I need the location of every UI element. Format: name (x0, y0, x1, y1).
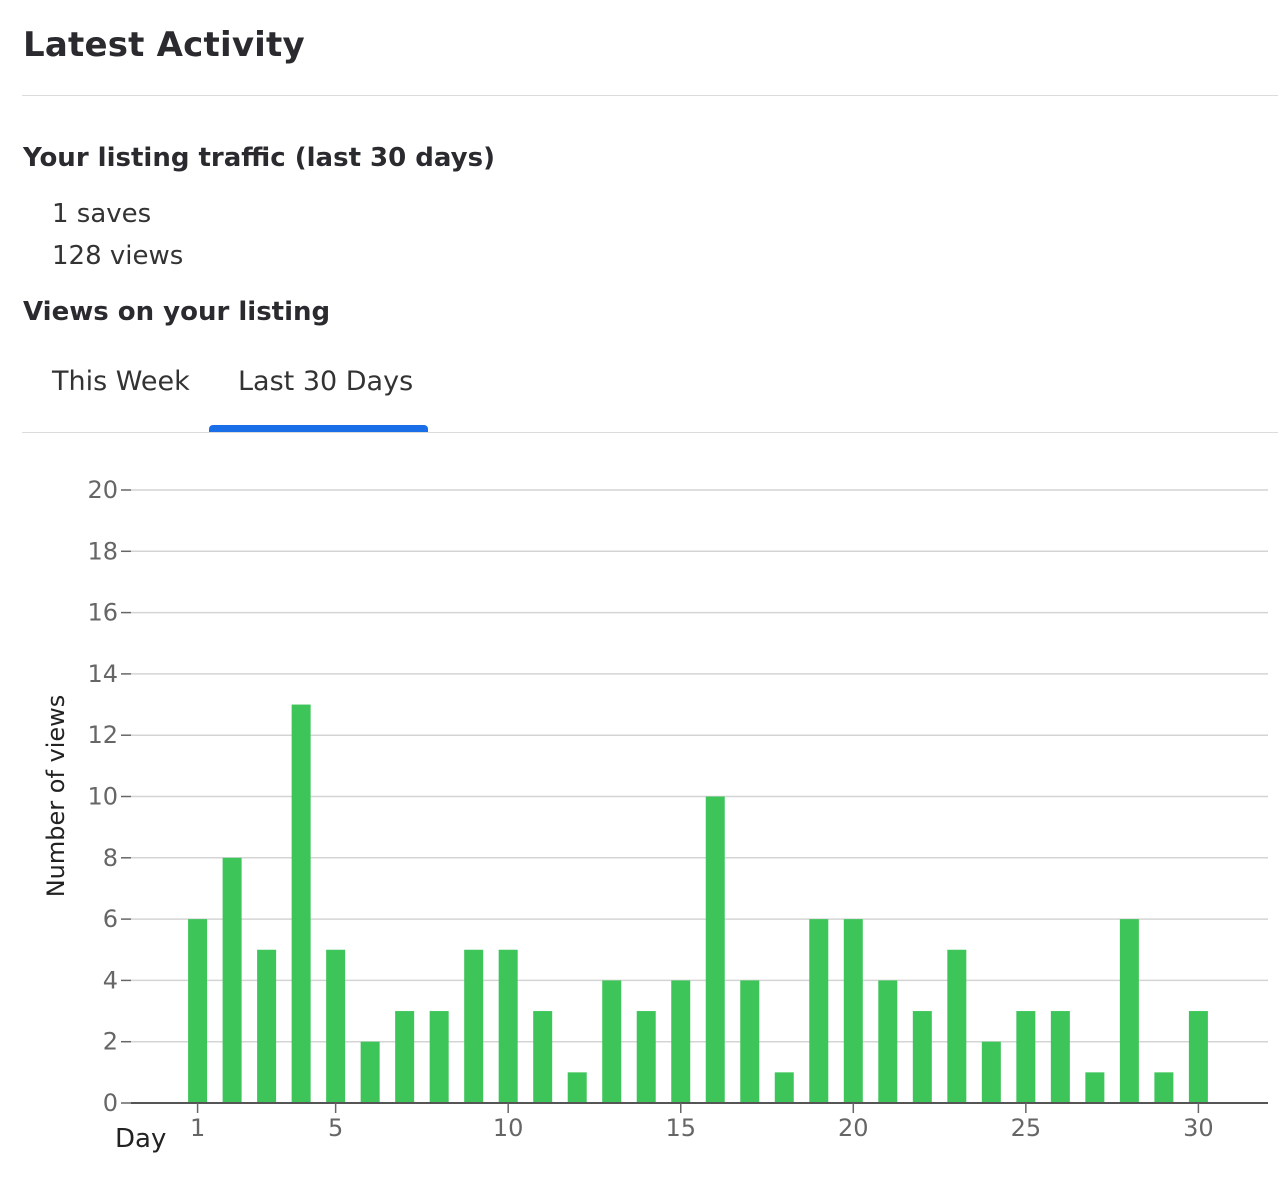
y-tick-label: 4 (103, 966, 118, 994)
tab-this-week[interactable]: This Week (52, 366, 190, 397)
page-title: Latest Activity (23, 25, 305, 65)
bar-day-6 (360, 1041, 380, 1103)
bar-day-9 (464, 949, 484, 1103)
x-tick-label: 1 (190, 1114, 205, 1142)
x-tick-label: 15 (665, 1114, 696, 1142)
bar-day-20 (843, 919, 863, 1103)
bar-day-4 (291, 704, 311, 1103)
views-heading: Views on your listing (23, 297, 331, 327)
y-tick-label: 8 (103, 844, 118, 872)
bar-day-19 (809, 919, 829, 1103)
y-tick-label: 10 (87, 783, 118, 811)
bar-day-26 (1050, 1011, 1070, 1103)
bar-day-23 (947, 949, 967, 1103)
views-count: 128 views (52, 241, 184, 271)
y-tick-label: 14 (87, 660, 118, 688)
bar-day-22 (912, 1011, 932, 1103)
x-axis-label: Day (115, 1124, 166, 1154)
y-tick-label: 2 (103, 1028, 118, 1056)
bar-day-18 (774, 1072, 794, 1103)
chart-gridlines (131, 489, 1268, 1043)
bar-day-27 (1085, 1072, 1105, 1103)
bar-day-5 (326, 949, 346, 1103)
y-tick-label: 20 (87, 476, 118, 504)
bar-day-2 (222, 857, 242, 1103)
bar-day-29 (1154, 1072, 1174, 1103)
bar-day-12 (567, 1072, 587, 1103)
y-tick-label: 18 (87, 537, 118, 565)
saves-count: 1 saves (52, 199, 152, 229)
bar-day-30 (1188, 1011, 1208, 1103)
chart-bars (188, 704, 1208, 1103)
bar-day-1 (188, 919, 208, 1103)
active-tab-indicator (209, 425, 428, 432)
y-tick-label: 16 (87, 599, 118, 627)
bar-day-10 (498, 949, 518, 1103)
y-tick-label: 12 (87, 721, 118, 749)
bar-day-15 (671, 980, 691, 1103)
bar-day-13 (602, 980, 622, 1103)
y-tick-label: 6 (103, 905, 118, 933)
bar-day-24 (981, 1041, 1001, 1103)
bar-day-3 (257, 949, 277, 1103)
x-tick-label: 20 (838, 1114, 869, 1142)
bar-day-28 (1119, 919, 1139, 1103)
traffic-heading: Your listing traffic (last 30 days) (23, 143, 495, 173)
x-tick-label: 30 (1183, 1114, 1214, 1142)
tabs-divider (22, 432, 1278, 433)
bar-day-14 (636, 1011, 656, 1103)
y-axis-label: Number of views (42, 695, 70, 898)
x-tick-label: 25 (1011, 1114, 1042, 1142)
bar-day-7 (395, 1011, 415, 1103)
bar-day-11 (533, 1011, 553, 1103)
header-divider (22, 95, 1278, 96)
x-tick-label: 5 (328, 1114, 343, 1142)
tab-last-30-days[interactable]: Last 30 Days (238, 366, 414, 397)
y-tick-label: 0 (103, 1089, 118, 1117)
bar-day-17 (740, 980, 760, 1103)
bar-day-21 (878, 980, 898, 1103)
bar-day-8 (429, 1011, 449, 1103)
x-tick-label: 10 (493, 1114, 524, 1142)
bar-day-25 (1016, 1011, 1036, 1103)
bar-day-16 (705, 796, 725, 1103)
